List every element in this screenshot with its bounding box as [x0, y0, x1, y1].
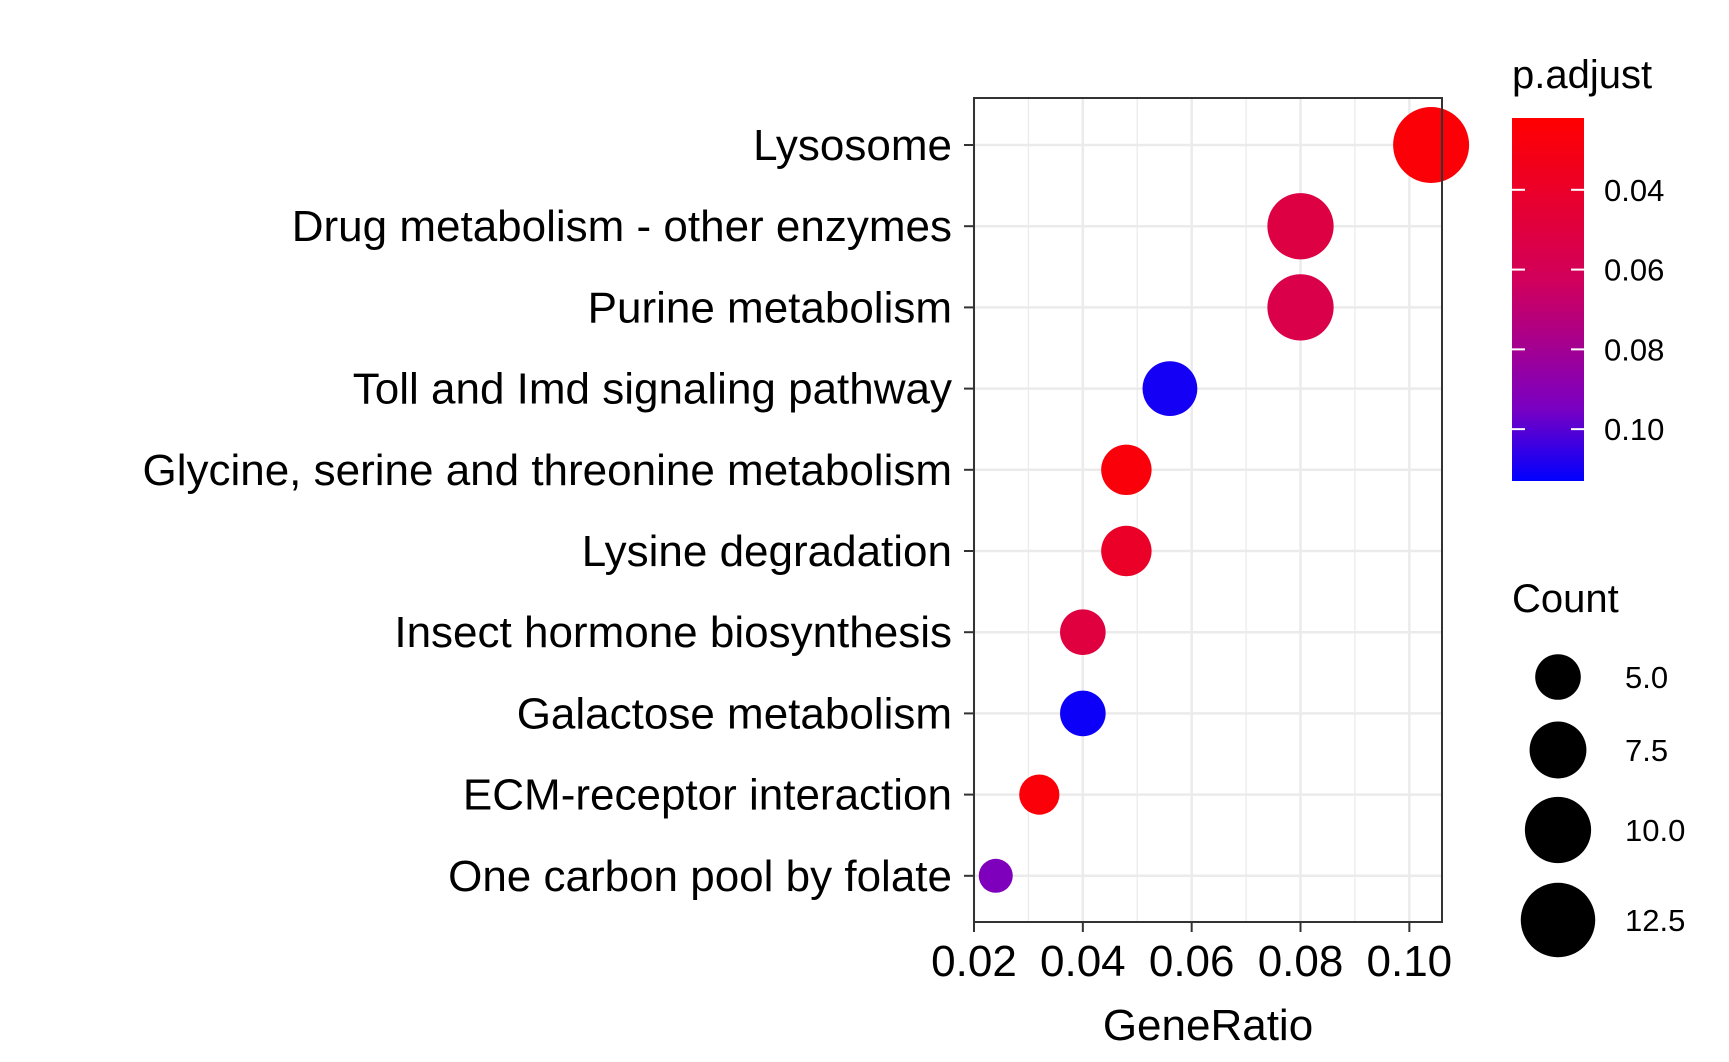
x-axis-tick-label: 0.04: [1040, 937, 1126, 986]
size-legend-dot: [1529, 721, 1587, 779]
size-legend-label: 12.5: [1625, 903, 1685, 938]
color-legend-tick-label: 0.04: [1604, 173, 1664, 208]
size-legend-label: 7.5: [1625, 733, 1668, 768]
x-axis-tick-label: 0.10: [1367, 937, 1453, 986]
grid-lines: [972, 98, 1442, 922]
data-point: [1101, 525, 1152, 577]
data-point: [1267, 274, 1334, 341]
size-legend-title: Count: [1512, 577, 1619, 621]
y-axis-category-label: ECM-receptor interaction: [463, 771, 952, 820]
color-legend-tick-label: 0.10: [1604, 412, 1664, 447]
color-legend-title: p.adjust: [1512, 53, 1652, 97]
color-legend-ticks: 0.04 0.06 0.08 0.10: [1512, 173, 1664, 447]
y-axis-category-label: Lysosome: [753, 121, 952, 170]
color-legend: p.adjust 0.04 0.06 0.08 0.10: [1512, 53, 1664, 481]
data-point: [1142, 361, 1198, 417]
y-axis-category-label: Lysine degradation: [582, 527, 952, 576]
size-legend-dot: [1535, 654, 1581, 700]
y-axis-category-label: Toll and Imd signaling pathway: [353, 365, 952, 414]
color-legend-tick-label: 0.06: [1604, 253, 1664, 288]
data-point: [1267, 193, 1334, 260]
y-axis-category-label: Insect hormone biosynthesis: [394, 608, 952, 657]
size-legend-items: 5.0 7.5 10.0 12.5: [1520, 654, 1685, 958]
x-axis-tick-label: 0.08: [1258, 937, 1344, 986]
y-axis-category-label: Purine metabolism: [588, 283, 952, 332]
x-axis-tick-label: 0.02: [931, 937, 1017, 986]
y-axis-category-label: Galactose metabolism: [517, 689, 952, 738]
x-axis-title: GeneRatio: [1103, 1001, 1313, 1050]
size-legend-dot: [1524, 796, 1592, 864]
y-axis-category-label: Glycine, serine and threonine metabolism: [142, 446, 952, 495]
size-legend: Count 5.0 7.5 10.0 12.5: [1512, 577, 1685, 958]
data-point: [1393, 107, 1470, 183]
data-point: [1060, 690, 1106, 737]
x-axis: 0.02 0.04 0.06 0.08 0.10: [931, 922, 1452, 986]
size-legend-dot: [1520, 882, 1596, 958]
y-axis-category-label: One carbon pool by folate: [448, 852, 952, 901]
size-legend-label: 10.0: [1625, 813, 1685, 848]
x-axis-tick-label: 0.06: [1149, 937, 1235, 986]
plot-border: [973, 97, 1443, 923]
y-axis-category-label: Drug metabolism - other enzymes: [292, 202, 952, 251]
color-legend-tick-label: 0.08: [1604, 332, 1664, 367]
data-point: [1019, 774, 1060, 815]
data-point: [1101, 444, 1152, 496]
data-point: [978, 858, 1013, 893]
data-point: [1060, 609, 1106, 656]
data-points: [978, 107, 1470, 893]
size-legend-label: 5.0: [1625, 660, 1668, 695]
color-legend-bar: [1512, 118, 1584, 481]
y-axis: Lysosome Drug metabolism - other enzymes P…: [142, 121, 974, 901]
